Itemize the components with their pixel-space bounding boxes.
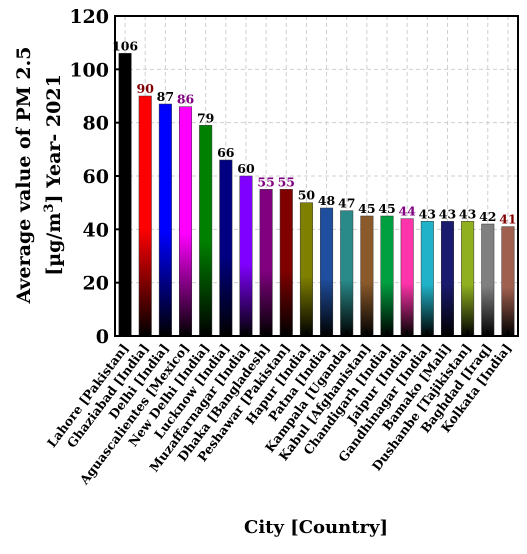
y-tick-label: 100 (69, 59, 109, 81)
y-axis-title-unit-suffix: ] Year- 2021 (43, 74, 65, 203)
grid-lines (115, 16, 518, 336)
bar (219, 159, 233, 337)
bar (481, 223, 495, 337)
bar (400, 218, 414, 337)
y-axis-title-unit-superscript: 3 (42, 204, 57, 213)
y-tick-label: 20 (83, 273, 109, 295)
data-label: 55 (257, 174, 274, 189)
bar (299, 202, 313, 337)
bar (440, 221, 454, 337)
y-axis-title-line2: [µg/m3] Year- 2021 (42, 74, 66, 276)
data-label: 45 (358, 201, 375, 216)
bar (239, 175, 253, 337)
data-label: 48 (318, 193, 336, 208)
bar (380, 215, 394, 337)
bar (118, 53, 132, 337)
data-label: 43 (459, 206, 476, 221)
data-label: 44 (398, 204, 416, 219)
data-label: 66 (217, 145, 235, 160)
bar (360, 215, 374, 337)
category-labels: Lahore [Pakistan]Ghaziabad [India]Delhi … (44, 341, 514, 488)
y-axis-ticks: 0 20 40 60 80 100 120 (69, 6, 121, 348)
data-label: 45 (378, 201, 395, 216)
data-label: 55 (278, 174, 295, 189)
y-tick-label: 0 (96, 326, 109, 348)
y-tick-label: 40 (83, 219, 109, 241)
bar (320, 207, 334, 337)
data-label: 41 (499, 212, 516, 227)
data-label: 43 (419, 206, 436, 221)
y-tick-label: 60 (83, 166, 109, 188)
data-label: 87 (157, 89, 174, 104)
data-label: 42 (479, 209, 496, 224)
bars (118, 53, 515, 337)
bar (461, 221, 475, 337)
data-label: 106 (112, 38, 138, 53)
y-axis-title-unit-prefix: [µg/m (43, 213, 65, 276)
data-label: 90 (137, 81, 155, 96)
x-axis-ticks (124, 330, 509, 336)
data-label: 50 (298, 188, 316, 203)
data-label: 79 (197, 110, 214, 125)
bar (501, 226, 515, 337)
bar (420, 221, 434, 337)
bar (259, 189, 273, 337)
bar (279, 189, 293, 337)
data-label: 43 (439, 206, 456, 221)
data-label: 86 (177, 92, 195, 107)
bar (158, 103, 172, 337)
plot-frame (114, 15, 519, 337)
y-tick-label: 120 (69, 6, 109, 28)
bar (179, 106, 193, 337)
bar (138, 95, 152, 337)
y-tick-label: 80 (83, 113, 109, 135)
x-axis-title: City [Country] (244, 517, 388, 538)
data-label: 60 (237, 161, 255, 176)
y-axis-title-line1: Average value of PM 2.5 (13, 47, 35, 305)
bar (199, 125, 213, 337)
bar (340, 210, 354, 337)
data-label: 47 (338, 196, 355, 211)
